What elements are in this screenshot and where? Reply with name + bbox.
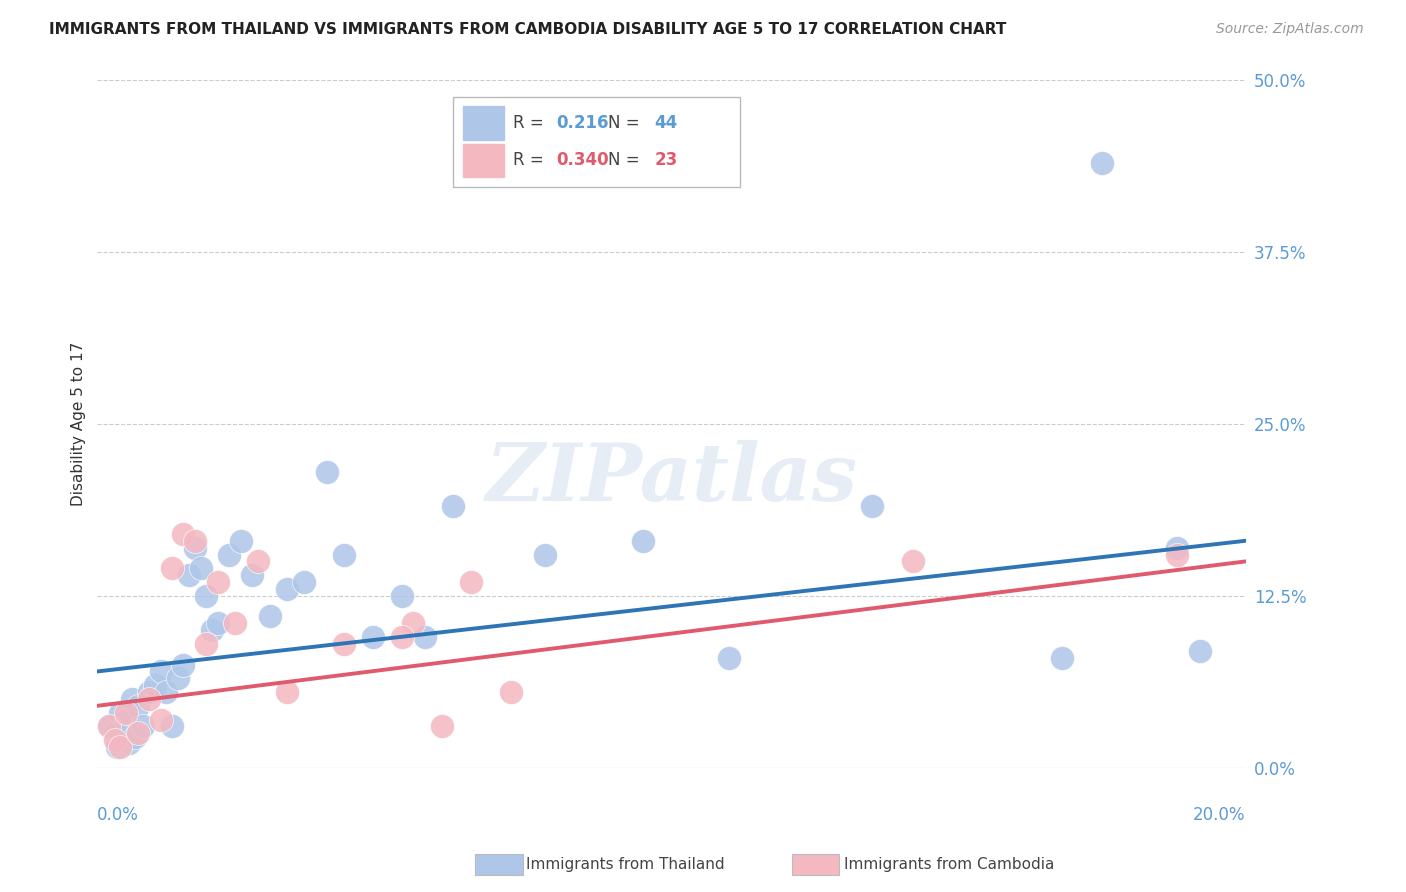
Point (441, 500, 464, 514)
Point (110, 706, 132, 720)
Point (112, 733, 135, 747)
Point (195, 589, 218, 603)
Point (402, 616, 425, 631)
Point (1188, 644, 1211, 658)
Point (115, 706, 138, 720)
Point (97, 719, 120, 733)
Point (1166, 541, 1188, 555)
Point (1091, 155, 1114, 169)
Point (631, 533, 654, 548)
Point (172, 527, 194, 541)
Point (862, 500, 884, 514)
Point (103, 726, 125, 740)
Point (901, 554, 924, 568)
Point (1050, 650, 1073, 665)
Point (103, 733, 125, 747)
Point (184, 541, 207, 555)
Text: 23: 23 (654, 152, 678, 169)
Point (247, 554, 270, 568)
Point (127, 698, 149, 713)
Point (155, 685, 177, 699)
Point (190, 561, 212, 575)
Point (361, 630, 384, 644)
Point (107, 740, 129, 755)
Point (240, 568, 263, 582)
Point (118, 736, 141, 750)
Point (149, 713, 172, 727)
Point (160, 561, 183, 575)
Point (195, 637, 218, 651)
Text: ZIPatlas: ZIPatlas (485, 440, 858, 517)
Point (1166, 548, 1188, 562)
Point (124, 731, 146, 745)
Point (259, 609, 281, 624)
Point (499, 685, 522, 699)
Text: R =: R = (513, 152, 550, 169)
Text: Source: ZipAtlas.com: Source: ZipAtlas.com (1216, 22, 1364, 37)
Text: IMMIGRANTS FROM THAILAND VS IMMIGRANTS FROM CAMBODIA DISABILITY AGE 5 TO 17 CORR: IMMIGRANTS FROM THAILAND VS IMMIGRANTS F… (49, 22, 1007, 37)
Point (218, 548, 240, 562)
Text: Immigrants from Thailand: Immigrants from Thailand (526, 857, 724, 871)
Text: 0.340: 0.340 (557, 152, 609, 169)
Point (292, 574, 315, 589)
Point (160, 719, 183, 733)
Point (391, 630, 413, 644)
Text: 44: 44 (654, 114, 678, 132)
Text: 0.216: 0.216 (557, 114, 609, 132)
Point (110, 740, 132, 755)
Point (316, 465, 339, 479)
Point (413, 630, 436, 644)
Point (172, 657, 194, 672)
Y-axis label: Disability Age 5 to 17: Disability Age 5 to 17 (72, 342, 86, 506)
Point (333, 548, 356, 562)
Point (391, 589, 413, 603)
Point (184, 533, 207, 548)
Point (115, 713, 138, 727)
FancyBboxPatch shape (453, 97, 741, 186)
Point (149, 665, 172, 679)
Point (460, 574, 482, 589)
Text: N =: N = (609, 114, 645, 132)
Text: N =: N = (609, 152, 645, 169)
Point (97, 719, 120, 733)
Point (430, 719, 453, 733)
Point (717, 650, 740, 665)
Point (138, 685, 160, 699)
Text: Immigrants from Cambodia: Immigrants from Cambodia (844, 857, 1054, 871)
Point (201, 623, 224, 637)
Point (132, 719, 155, 733)
Point (127, 726, 149, 740)
FancyBboxPatch shape (463, 106, 503, 140)
Text: 0.0%: 0.0% (97, 805, 139, 823)
Point (138, 692, 160, 706)
Point (534, 548, 557, 562)
Point (121, 692, 143, 706)
Point (179, 568, 201, 582)
Point (166, 671, 188, 685)
Point (276, 582, 298, 596)
Text: R =: R = (513, 114, 550, 132)
Point (229, 533, 252, 548)
Point (207, 574, 229, 589)
Point (276, 685, 298, 699)
Point (143, 678, 166, 692)
Point (224, 616, 246, 631)
Point (333, 637, 356, 651)
Point (207, 616, 229, 631)
FancyBboxPatch shape (463, 144, 503, 178)
Text: 20.0%: 20.0% (1194, 805, 1246, 823)
